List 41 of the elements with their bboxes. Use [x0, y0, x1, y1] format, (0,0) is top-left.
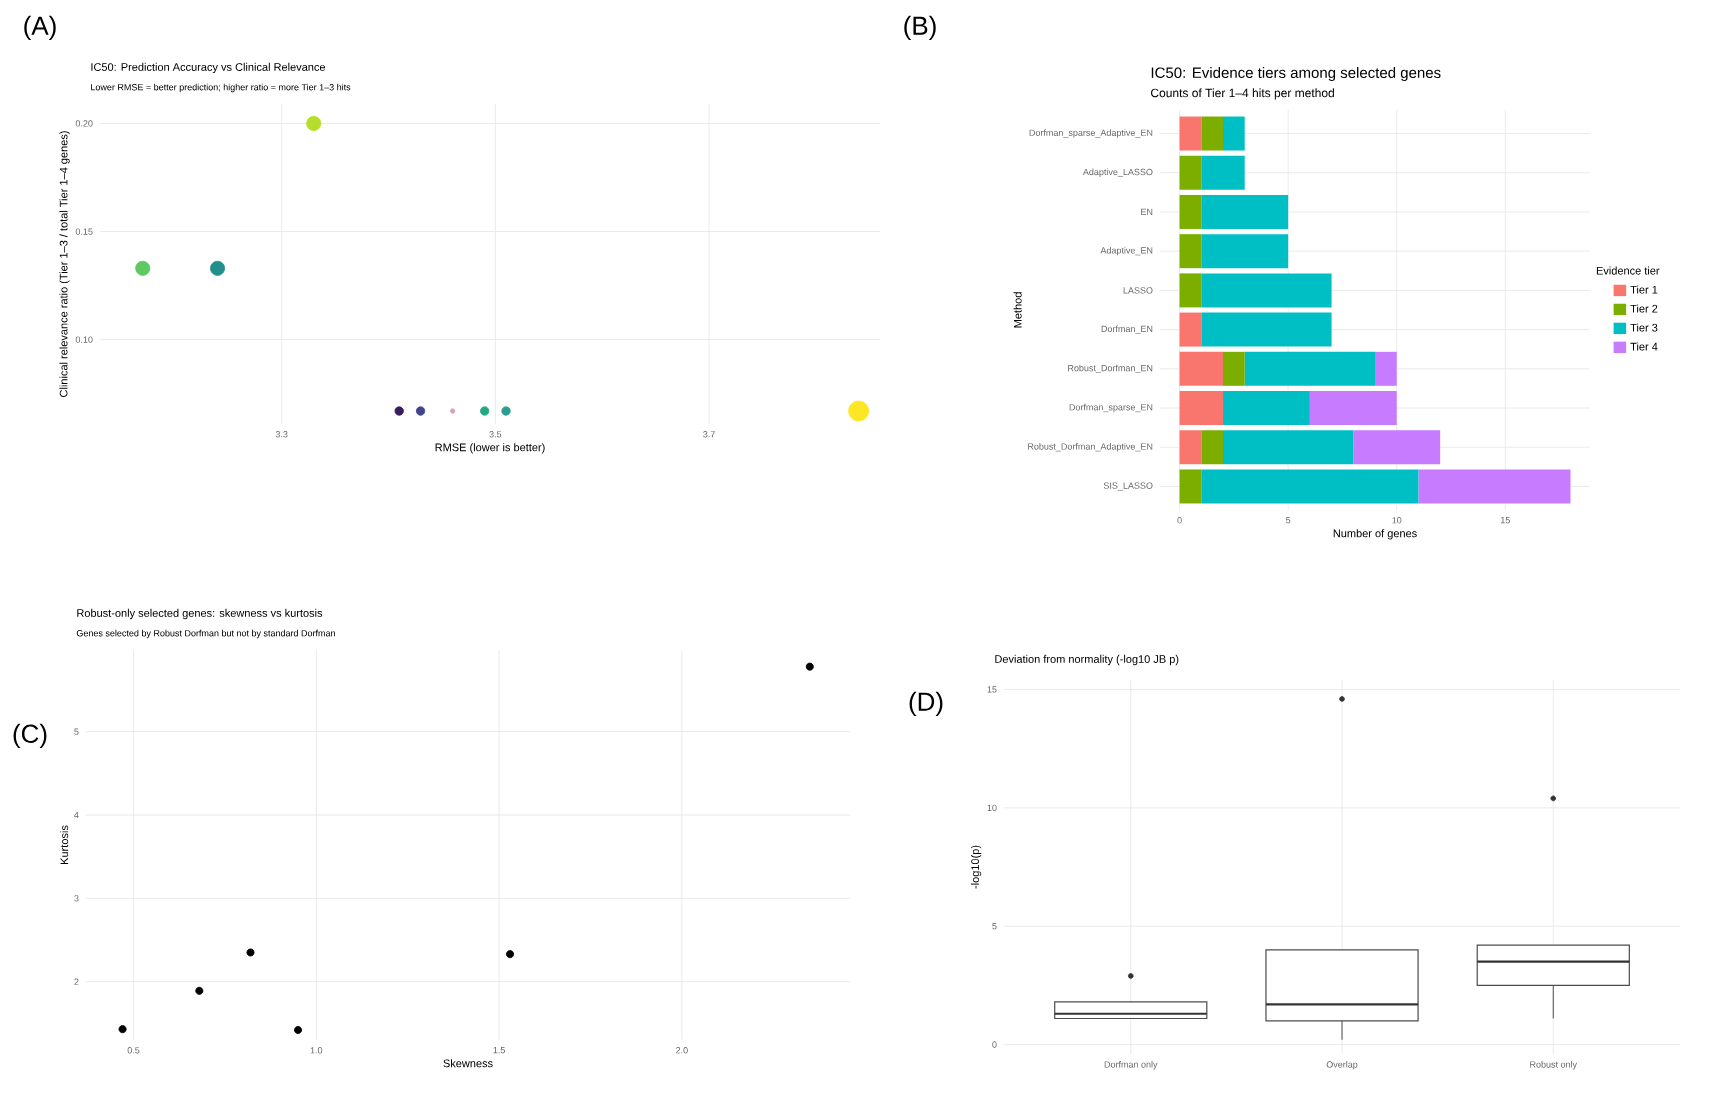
text: (B) — [904, 15, 936, 41]
bar — [1201, 469, 1419, 504]
bar — [1375, 351, 1397, 386]
bar — [1179, 430, 1202, 465]
point — [195, 986, 204, 995]
bar — [1201, 194, 1289, 229]
bar — [1201, 234, 1289, 269]
point — [805, 662, 814, 671]
bar — [1179, 312, 1202, 347]
bar — [1201, 155, 1245, 190]
bar — [1179, 469, 1202, 504]
bar — [1201, 312, 1332, 347]
bar — [1179, 391, 1223, 426]
bar — [1179, 194, 1202, 229]
point — [118, 1025, 127, 1034]
bar — [1179, 116, 1202, 151]
bar — [1223, 391, 1310, 426]
bar — [1201, 430, 1223, 465]
bar — [1179, 155, 1202, 190]
bar — [1201, 116, 1223, 151]
bar — [1244, 351, 1376, 386]
bar — [1223, 430, 1354, 465]
bar — [1179, 234, 1202, 269]
bar — [1309, 391, 1397, 426]
bar — [1353, 430, 1441, 465]
point — [294, 1025, 303, 1034]
bar — [1179, 351, 1223, 386]
text: (A) — [24, 15, 56, 41]
point — [506, 950, 515, 959]
point — [394, 406, 404, 416]
point — [501, 406, 511, 416]
bar — [1223, 116, 1245, 151]
text: (C) — [13, 723, 47, 749]
point — [246, 948, 255, 957]
text: (D) — [909, 691, 943, 717]
bar — [1201, 273, 1332, 308]
bar — [1223, 351, 1245, 386]
point — [480, 406, 490, 416]
bar — [1418, 469, 1571, 504]
bar — [1179, 273, 1202, 308]
point — [415, 406, 426, 416]
